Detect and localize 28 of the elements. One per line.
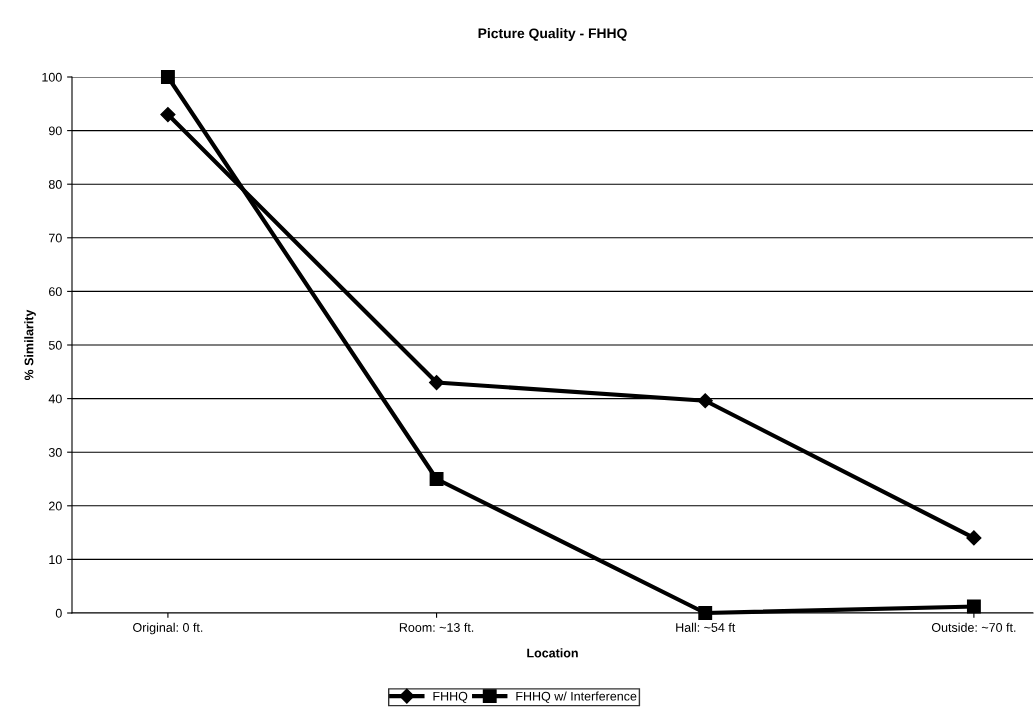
chart-title: Picture Quality - FHHQ (478, 28, 627, 41)
x-tick-label: Room: ~13 ft. (399, 622, 474, 632)
x-tick-label: Outside: ~70 ft. (931, 622, 1016, 632)
point (429, 472, 444, 486)
y-tick-label: 80 (48, 180, 62, 189)
y-tick-label: 100 (42, 72, 62, 82)
y-axis-title: % Similarity (24, 309, 36, 381)
x-tick-label: Original: 0 ft. (133, 622, 203, 635)
legend-label: FHHQ w/ Interference (516, 691, 637, 703)
y-tick-label: 10 (49, 555, 62, 565)
point (160, 106, 176, 123)
y-tick-label: 70 (49, 233, 62, 243)
y-tick-label: 0 (55, 608, 62, 618)
y-tick-label: 20 (49, 501, 62, 511)
legend-label: FHHQ (433, 691, 468, 703)
y-tick-label: 40 (48, 394, 62, 404)
point (698, 606, 713, 620)
point (697, 393, 713, 409)
y-tick-label: 50 (48, 340, 62, 350)
y-tick-label: 90 (48, 126, 62, 136)
x-axis-title: Location (527, 648, 578, 658)
y-tick-label: 30 (48, 448, 62, 457)
point (966, 530, 982, 546)
point (429, 374, 445, 391)
y-tick-label: 60 (49, 287, 62, 297)
point (966, 599, 981, 614)
x-tick-label: Hall: ~54 ft (676, 622, 736, 632)
point (160, 70, 175, 84)
